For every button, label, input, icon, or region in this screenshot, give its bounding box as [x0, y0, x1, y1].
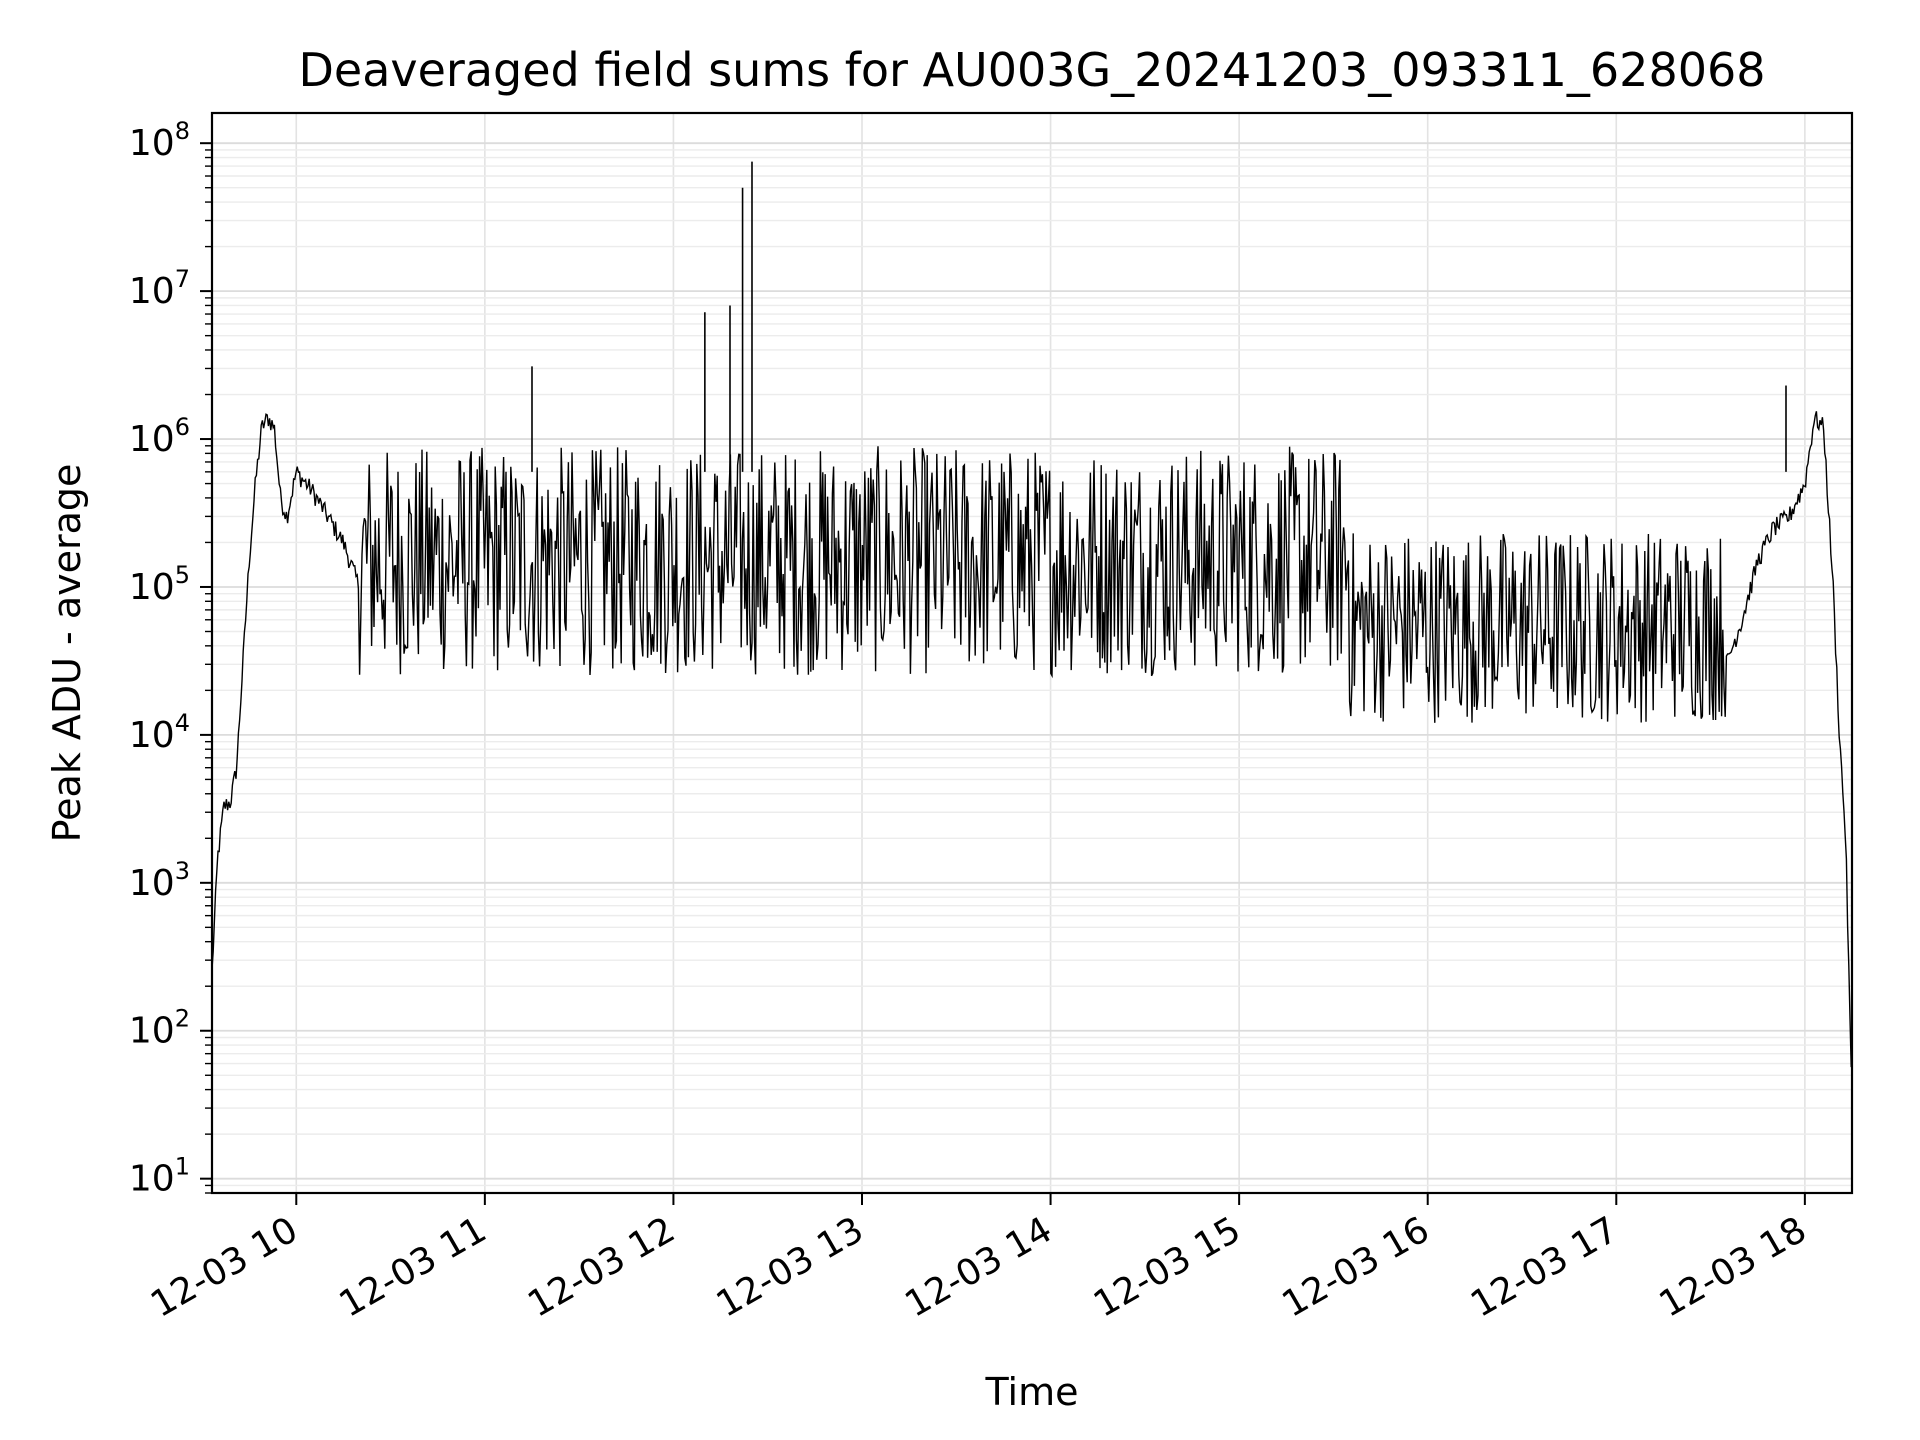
y-tick-base: 10 [129, 1011, 175, 1052]
y-tick-label: 102 [129, 1005, 190, 1052]
y-tick-exponent: 6 [175, 413, 190, 441]
y-tick-exponent: 4 [175, 709, 190, 737]
series-line [212, 411, 1852, 1068]
y-tick-base: 10 [129, 419, 175, 460]
y-tick-base: 10 [129, 863, 175, 904]
y-tick-exponent: 3 [175, 857, 190, 885]
y-tick-label: 104 [129, 709, 190, 756]
plot-area [212, 161, 1852, 1068]
y-tick-label: 106 [129, 413, 190, 460]
y-tick-exponent: 5 [175, 561, 190, 589]
y-tick-exponent: 7 [175, 265, 190, 293]
y-tick-label: 108 [129, 117, 190, 164]
x-axis-label: Time [985, 1370, 1079, 1414]
y-tick-base: 10 [129, 567, 175, 608]
y-axis-label: Peak ADU - average [45, 464, 89, 843]
y-tick-exponent: 2 [175, 1005, 190, 1033]
y-tick-base: 10 [129, 715, 175, 756]
y-tick-label: 101 [129, 1153, 190, 1200]
y-tick-exponent: 8 [175, 117, 190, 145]
y-tick-label: 103 [129, 857, 190, 904]
chart-title: Deaveraged field sums for AU003G_2024120… [298, 43, 1765, 97]
y-tick-base: 10 [129, 271, 175, 312]
y-tick-base: 10 [129, 1159, 175, 1200]
y-tick-label: 105 [129, 561, 190, 608]
plot-frame [210, 111, 1854, 1195]
y-tick-label: 107 [129, 265, 190, 312]
y-tick-exponent: 1 [175, 1153, 190, 1181]
y-tick-base: 10 [129, 123, 175, 164]
